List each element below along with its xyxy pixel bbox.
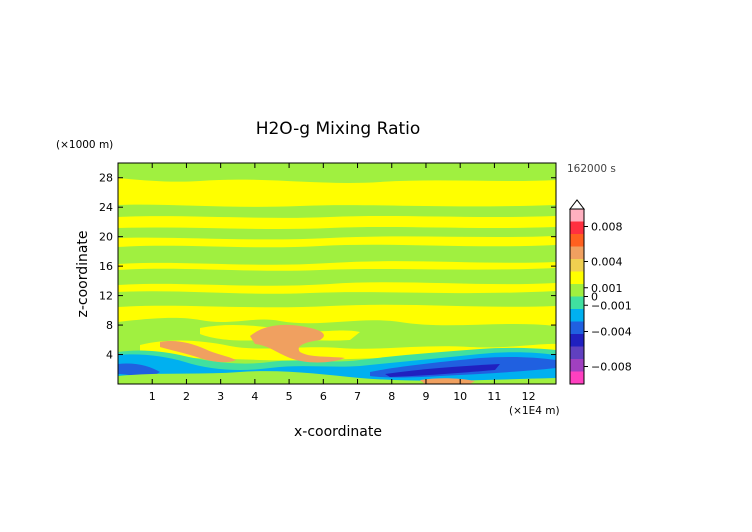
y-axis-label: z-coordinate (75, 230, 91, 317)
chart-title: H2O-g Mixing Ratio (256, 119, 421, 139)
plot-frame (117, 162, 557, 385)
x-tick-label: 4 (251, 390, 258, 403)
colorbar-segment (570, 284, 584, 297)
colorbar-segment (570, 209, 584, 222)
x-tick-label: 1 (149, 390, 156, 403)
colorbar-tick-label: 0.008 (591, 221, 623, 234)
x-tick-label: 3 (217, 390, 224, 403)
heatmap-field (118, 163, 556, 384)
y-tick-label: 16 (99, 260, 113, 273)
colorbar-segment (570, 359, 584, 372)
y-tick-label: 8 (106, 319, 113, 332)
x-tick-label: 7 (354, 390, 361, 403)
x-unit-label: (×1E4 m) (509, 405, 560, 417)
colorbar-segment (570, 221, 584, 235)
x-tick-label: 10 (453, 390, 467, 403)
x-axis: 1 2 3 4 5 6 7 8 9 10 11 12 (149, 163, 536, 403)
band-18km (118, 244, 556, 265)
x-tick-label: 8 (388, 390, 395, 403)
max-mid (250, 324, 345, 363)
x-tick-label: 12 (522, 390, 536, 403)
positive-maxima (160, 324, 475, 384)
band-11km (118, 291, 556, 308)
y-axis: 4 8 12 16 20 24 28 (99, 172, 556, 362)
colorbar-segment (570, 371, 584, 385)
colorbar-tick-label: 0.001 (591, 282, 623, 295)
colorbar-segment (570, 246, 584, 260)
x-tick-label: 5 (286, 390, 293, 403)
band-24km (118, 204, 556, 218)
colorbar-segment (570, 334, 584, 347)
time-label: 162000 s (567, 163, 616, 175)
colorbar-tick-label: 0 (591, 291, 598, 304)
x-tick-label: 11 (487, 390, 501, 403)
colorbar-tick-label: 0.004 (591, 256, 623, 269)
colorbar-segment (570, 346, 584, 360)
colorbar-segment (570, 234, 584, 247)
y-tick-label: 4 (106, 349, 113, 362)
colorbar-segment (570, 296, 584, 310)
y-tick-label: 12 (99, 290, 113, 303)
max-surface (420, 378, 475, 384)
negative-core (385, 364, 500, 377)
x-axis-label: x-coordinate (294, 424, 382, 440)
x-tick-label: 2 (183, 390, 190, 403)
x-tick-label: 6 (320, 390, 327, 403)
y-tick-label: 24 (99, 201, 113, 214)
band-21km (118, 227, 556, 240)
colorbar-segment (570, 321, 584, 335)
y-unit-label: (×1000 m) (56, 139, 113, 151)
band-15km (118, 268, 556, 286)
colorbar-tick-label: −0.008 (591, 361, 632, 374)
y-tick-label: 28 (99, 172, 113, 185)
colorbar-segment (570, 309, 584, 322)
negative-region (118, 347, 556, 384)
band-29km (118, 163, 556, 183)
colorbar-segment (570, 271, 584, 285)
y-tick-label: 20 (99, 231, 113, 244)
x-tick-label: 9 (422, 390, 429, 403)
colorbar-arrow (568, 199, 586, 210)
colorbar-segment (570, 259, 584, 272)
colorbar-tick-label: −0.004 (591, 326, 632, 339)
max-left (160, 340, 236, 363)
colorbar-tick-label: −0.001 (591, 299, 632, 312)
